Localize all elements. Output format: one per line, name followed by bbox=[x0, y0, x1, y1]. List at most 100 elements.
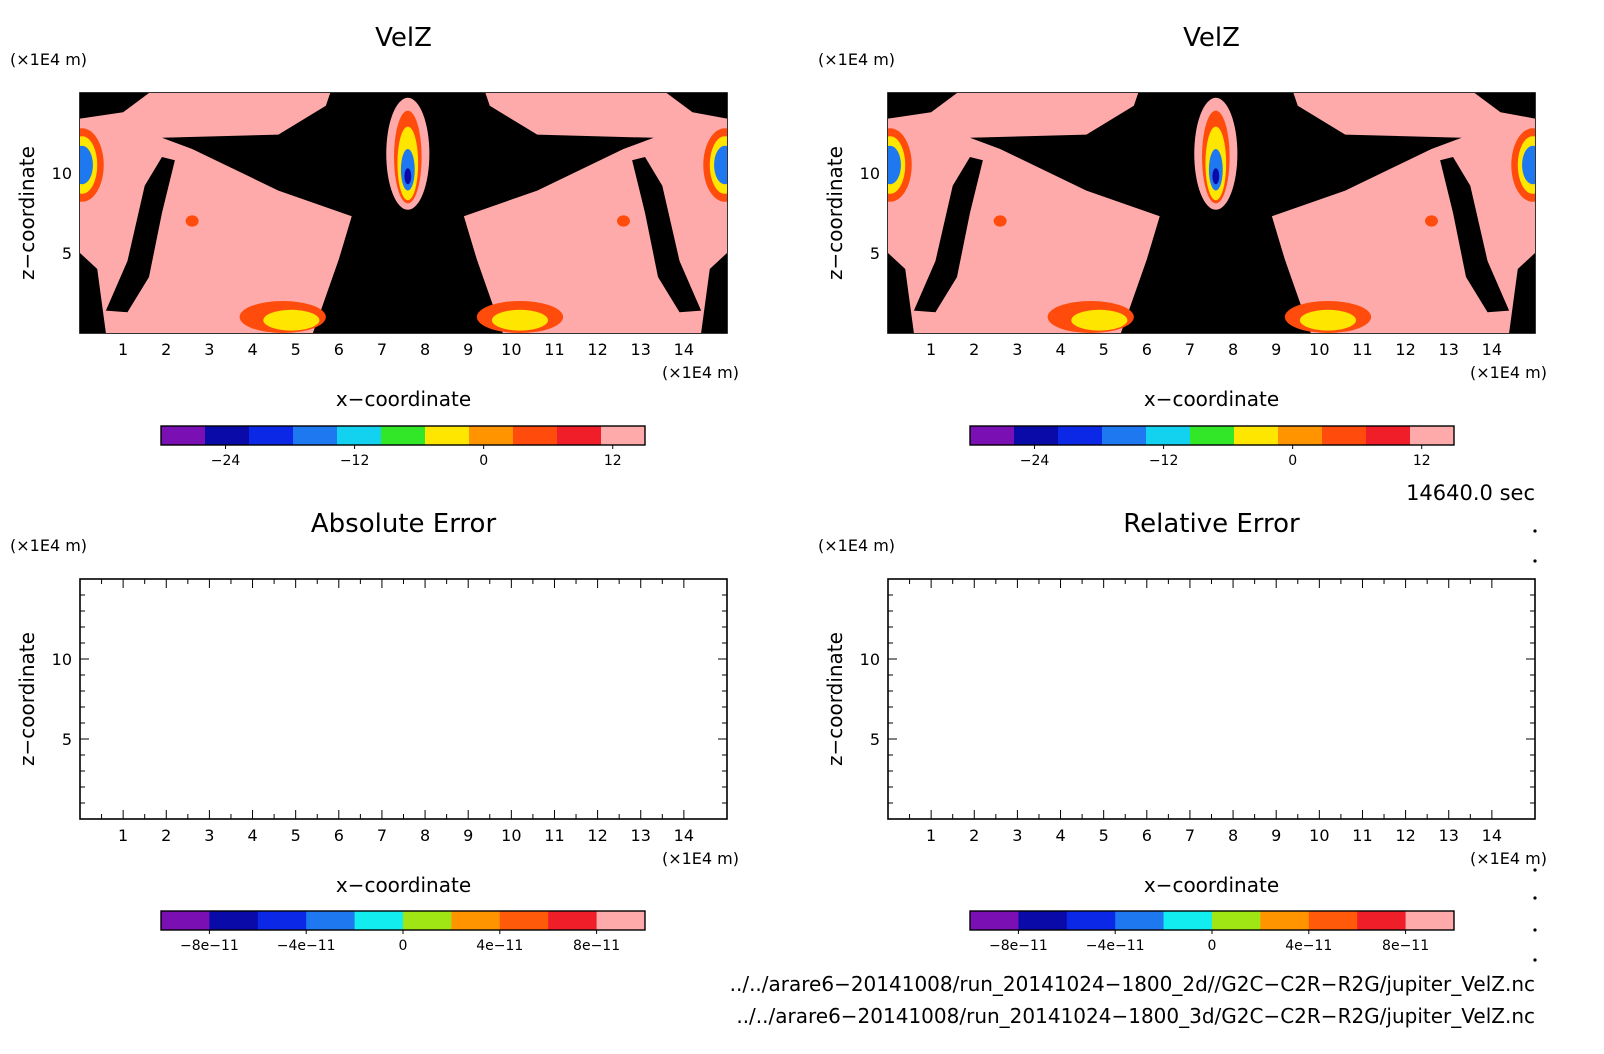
x-tick-label: 1 bbox=[926, 826, 936, 845]
colorbar-tick-label: 12 bbox=[1413, 453, 1431, 469]
x-tick-label: 12 bbox=[587, 340, 607, 359]
colorbar-segment bbox=[1278, 426, 1323, 445]
colorbar-segment bbox=[306, 911, 356, 930]
field-updraft bbox=[1153, 297, 1279, 333]
x-tick-label: 11 bbox=[1352, 340, 1372, 359]
colorbar-segment bbox=[1322, 426, 1367, 445]
colorbar-tick-label: −4e−11 bbox=[277, 938, 336, 954]
x-tick-label: 12 bbox=[1395, 826, 1415, 845]
colorbar-segment bbox=[1212, 911, 1261, 930]
field-edge-patch bbox=[1509, 253, 1535, 333]
colorbar-segment bbox=[1234, 426, 1279, 445]
x-tick-label: 6 bbox=[334, 340, 344, 359]
x-tick-label: 14 bbox=[1482, 340, 1502, 359]
x-unit-label: (×1E4 m) bbox=[1470, 363, 1547, 382]
colorbar-segment bbox=[1410, 426, 1455, 445]
z-tick-label: 5 bbox=[62, 730, 72, 749]
field-edge-patch bbox=[1474, 93, 1535, 119]
x-tick-label: 13 bbox=[631, 340, 651, 359]
edge-dots bbox=[1533, 529, 1537, 962]
x-tick-label: 8 bbox=[420, 826, 430, 845]
x-tick-label: 10 bbox=[501, 826, 521, 845]
velz-field bbox=[80, 93, 727, 333]
z-unit-label: (×1E4 m) bbox=[10, 50, 87, 69]
field-blob bbox=[1299, 309, 1356, 331]
x-tick-label: 5 bbox=[1099, 826, 1109, 845]
chart-panel: Absolute Error (×1E4 m) (×1E4 m) x−coordina… bbox=[10, 509, 739, 954]
x-tick-label: 2 bbox=[161, 826, 171, 845]
colorbar-tick-label: 0 bbox=[1288, 453, 1297, 469]
z-tick-label: 5 bbox=[870, 244, 880, 263]
colorbar: −8e−11 −4e−11 0 4e−11 8e−11 bbox=[969, 910, 1455, 954]
x-tick-label: 14 bbox=[674, 340, 694, 359]
field-downdraft bbox=[1212, 168, 1220, 185]
colorbar-segment bbox=[1115, 911, 1165, 930]
field-edge-anomaly bbox=[888, 145, 901, 185]
field-upper-lobe bbox=[315, 113, 389, 169]
z-unit-label: (×1E4 m) bbox=[818, 50, 895, 69]
x-tick-label: 14 bbox=[674, 826, 694, 845]
colorbar-segment bbox=[337, 426, 382, 445]
field-spot bbox=[185, 215, 199, 227]
x-tick-label: 2 bbox=[161, 340, 171, 359]
x-tick-label: 11 bbox=[1352, 826, 1372, 845]
colorbar-segment bbox=[596, 911, 646, 930]
colorbar-segment bbox=[249, 426, 294, 445]
x-tick-label: 13 bbox=[631, 826, 651, 845]
x-tick-label: 2 bbox=[969, 826, 979, 845]
colorbar: −24 −12 0 12 bbox=[969, 425, 1455, 469]
edge-dot bbox=[1533, 559, 1537, 563]
x-tick-label: 6 bbox=[334, 826, 344, 845]
colorbar-tick-label: 8e−11 bbox=[573, 938, 620, 954]
colorbar-tick-label: −24 bbox=[211, 453, 241, 469]
x-tick-label: 9 bbox=[1271, 340, 1281, 359]
x-tick-label: 9 bbox=[463, 826, 473, 845]
colorbar-segment bbox=[403, 911, 452, 930]
x-tick-label: 8 bbox=[1228, 340, 1238, 359]
field-edge-anomaly bbox=[1522, 145, 1535, 185]
x-axis-label: x−coordinate bbox=[336, 387, 471, 411]
colorbar-tick-label: −12 bbox=[1149, 453, 1179, 469]
file-path-2d: ../../arare6−20141008/run_20141024−1800_… bbox=[730, 972, 1535, 996]
field-updraft bbox=[345, 297, 471, 333]
field-side-plume bbox=[105, 157, 175, 313]
colorbar-segment bbox=[293, 426, 338, 445]
plot-frame bbox=[887, 578, 1536, 820]
colorbar-segment bbox=[354, 911, 404, 930]
colorbar-segment bbox=[1190, 426, 1235, 445]
colorbar-segment bbox=[161, 911, 210, 930]
x-tick-label: 3 bbox=[204, 340, 214, 359]
colorbar-segment bbox=[1260, 911, 1310, 930]
chart-title: Relative Error bbox=[1123, 509, 1300, 539]
z-tick-label: 10 bbox=[860, 650, 880, 669]
x-tick-label: 14 bbox=[1482, 826, 1502, 845]
z-axis-label: z−coordinate bbox=[823, 146, 847, 280]
x-tick-label: 4 bbox=[247, 340, 257, 359]
x-tick-label: 7 bbox=[1185, 340, 1195, 359]
x-tick-label: 13 bbox=[1439, 340, 1459, 359]
colorbar-segment bbox=[469, 426, 514, 445]
colorbar-segment bbox=[1163, 911, 1213, 930]
edge-dot bbox=[1533, 896, 1537, 900]
x-tick-label: 7 bbox=[1185, 826, 1195, 845]
field-upper-lobe bbox=[1123, 113, 1197, 169]
colorbar-tick-label: 4e−11 bbox=[1285, 938, 1332, 954]
colorbar-tick-label: −8e−11 bbox=[989, 938, 1048, 954]
field-upper-lobe bbox=[427, 113, 501, 169]
colorbar-tick-label: 8e−11 bbox=[1382, 938, 1429, 954]
colorbar: −8e−11 −4e−11 0 4e−11 8e−11 bbox=[160, 910, 646, 954]
x-tick-label: 12 bbox=[587, 826, 607, 845]
field-updraft bbox=[414, 310, 462, 327]
colorbar-segment bbox=[970, 426, 1015, 445]
x-tick-label: 3 bbox=[204, 826, 214, 845]
field-side-plume bbox=[913, 157, 983, 313]
x-tick-label: 9 bbox=[463, 340, 473, 359]
colorbar-segment bbox=[381, 426, 426, 445]
x-tick-label: 3 bbox=[1012, 826, 1022, 845]
colorbar-segment bbox=[1102, 426, 1147, 445]
colorbar-tick-label: 0 bbox=[399, 938, 408, 954]
x-tick-label: 7 bbox=[377, 340, 387, 359]
x-tick-label: 4 bbox=[1055, 340, 1065, 359]
field-updraft bbox=[1170, 310, 1218, 327]
